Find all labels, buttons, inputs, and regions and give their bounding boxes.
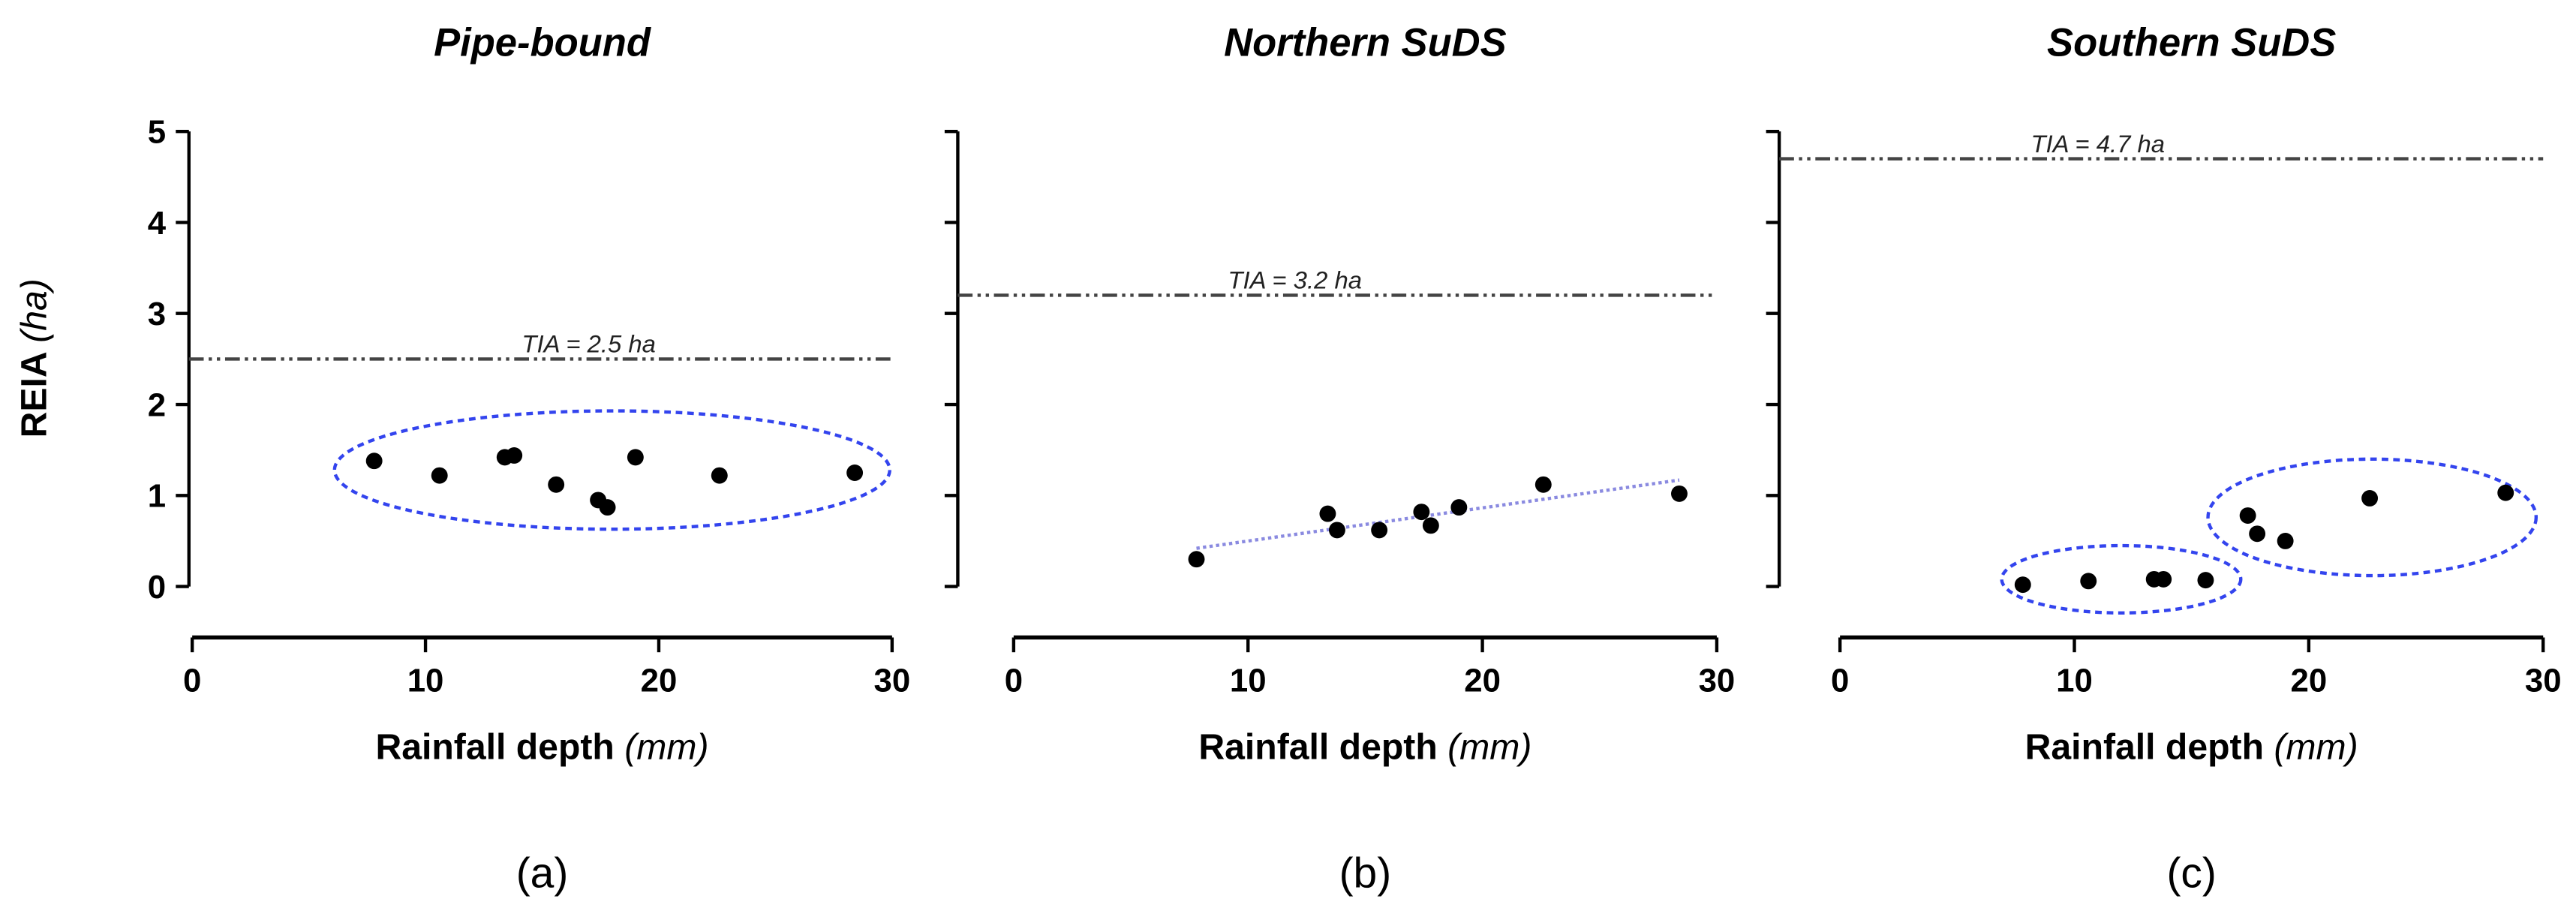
data-point [2197, 572, 2214, 589]
cluster-ellipse [2206, 457, 2538, 578]
data-point [711, 467, 728, 484]
data-point [1371, 522, 1388, 539]
x-tick-label: 30 [874, 663, 911, 699]
panel-a: Pipe-bound 0 1 2 3 4 5 0 10 20 30 Rainfall depth (m… [148, 20, 910, 897]
x-axis-label-unit: (mm) [1447, 727, 1531, 768]
panel-label: (b) [1339, 849, 1392, 897]
x-axis-label-text: Rainfall depth [1198, 727, 1447, 768]
y-tick-label: 5 [148, 113, 166, 150]
y-axis-label-unit: (ha) [14, 278, 54, 343]
y-tick-label: 1 [148, 478, 166, 515]
data-point [1188, 551, 1205, 568]
data-point [1413, 504, 1430, 521]
x-tick-label: 30 [2525, 663, 2562, 699]
data-point [2155, 570, 2172, 588]
cluster-ellipse [2000, 543, 2243, 615]
x-tick-label: 10 [407, 663, 444, 699]
cluster-ellipse [332, 409, 891, 531]
x-axis-label: Rainfall depth (mm) [2025, 727, 2358, 768]
data-point [2497, 484, 2514, 501]
data-point [1534, 476, 1552, 493]
x-tick-label: 30 [1699, 663, 1736, 699]
x-tick-label: 0 [1831, 663, 1849, 699]
data-point [365, 452, 383, 470]
x-tick-label: 20 [2291, 663, 2328, 699]
x-tick-label: 10 [2056, 663, 2093, 699]
data-point [1450, 499, 1468, 516]
x-tick-label: 10 [1230, 663, 1267, 699]
y-tick-label: 0 [148, 569, 166, 606]
tia-label: TIA = 3.2 ha [1228, 266, 1362, 294]
panel-label: (a) [516, 849, 569, 897]
y-axis-label-text: REIA [14, 343, 54, 438]
y-tick-label: 2 [148, 386, 166, 423]
tia-label: TIA = 2.5 ha [522, 330, 656, 358]
figure-root: REIA (ha) Pipe-bound 0 1 2 3 4 5 0 10 20 30 Rainfall… [14, 20, 2561, 897]
panel-label: (c) [2166, 849, 2216, 897]
data-point [1422, 517, 1439, 534]
data-point [431, 467, 448, 484]
data-point [1671, 485, 1688, 502]
x-axis-label-unit: (mm) [2274, 727, 2358, 768]
data-point [599, 499, 616, 516]
x-tick-label: 20 [1464, 663, 1501, 699]
data-point [2277, 533, 2294, 549]
x-tick-label: 20 [641, 663, 678, 699]
panel-title: Southern SuDS [2047, 20, 2336, 65]
data-point [506, 447, 523, 464]
y-tick-label: 4 [148, 205, 167, 242]
data-point [548, 476, 565, 493]
data-point [846, 465, 864, 481]
data-point [2239, 507, 2256, 524]
x-axis-label: Rainfall depth (mm) [375, 727, 708, 768]
tia-label: TIA = 4.7 ha [2030, 130, 2165, 158]
y-tick-label: 3 [148, 296, 166, 332]
x-axis-label: Rainfall depth (mm) [1198, 727, 1531, 768]
panel-title: Northern SuDS [1224, 20, 1507, 65]
x-tick-label: 0 [1005, 663, 1023, 699]
x-axis-label-text: Rainfall depth [2025, 727, 2274, 768]
data-point [1319, 505, 1336, 522]
data-point [1328, 522, 1345, 539]
data-point [627, 449, 644, 466]
x-axis-label-text: Rainfall depth [375, 727, 624, 768]
y-axis-label: REIA (ha) [14, 278, 54, 437]
data-point [2080, 573, 2097, 590]
x-tick-label: 0 [183, 663, 201, 699]
data-point [2014, 576, 2031, 594]
x-axis-label-unit: (mm) [624, 727, 708, 768]
trend-line [1196, 478, 1680, 550]
panel-title: Pipe-bound [434, 20, 651, 65]
data-point [2249, 525, 2266, 543]
data-point [2361, 490, 2379, 507]
